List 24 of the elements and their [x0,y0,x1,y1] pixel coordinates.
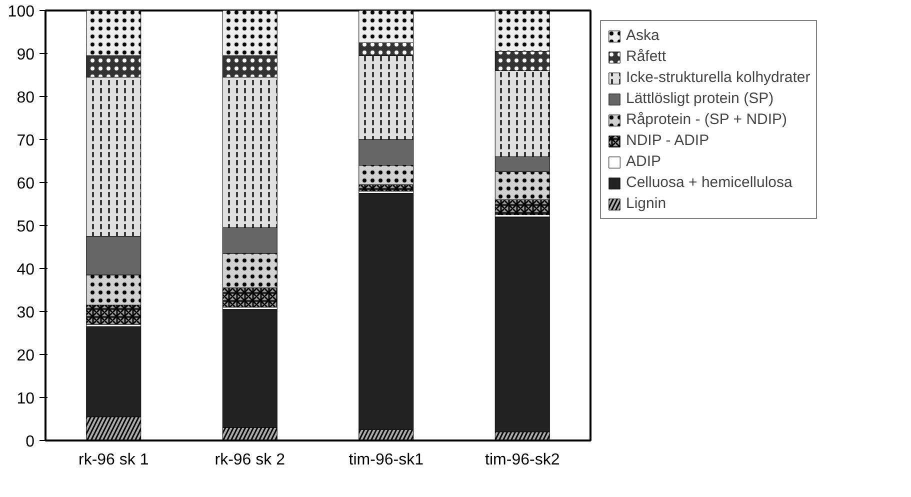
x-tick-label: rk-96 sk 2 [214,452,286,468]
legend-label: Råprotein - (SP + NDIP) [626,111,788,128]
x-tick-label: tim-96-sk1 [348,452,424,468]
y-tick-label: 30 [16,304,35,322]
legend-label: NDIP - ADIP [626,132,710,149]
y-tick-label: 100 [8,4,35,20]
y-tick-label: 80 [16,90,35,106]
legend-label: ADIP [626,153,662,170]
y-tick-label: 70 [16,132,35,150]
y-tick-label: 20 [16,348,35,364]
legend-label: Lignin [626,195,666,212]
y-tick-label: 60 [16,176,35,192]
legend-label: Råfett [626,48,666,65]
legend-label: Lättlösligt protein (SP) [626,90,774,107]
y-tick-label: 90 [16,46,35,64]
y-tick-label: 40 [16,262,35,278]
legend-label: Icke-strukturella kolhydrater [626,69,810,86]
x-tick-label: tim-96-sk2 [485,452,560,468]
x-tick-label: rk-96 sk 1 [78,452,149,468]
y-tick-label: 10 [16,390,35,408]
y-tick-label: 50 [16,218,35,236]
y-tick-label: 0 [26,434,35,450]
legend-label: Aska [626,27,660,44]
legend-label: Celluosa + hemicellulosa [626,174,792,191]
